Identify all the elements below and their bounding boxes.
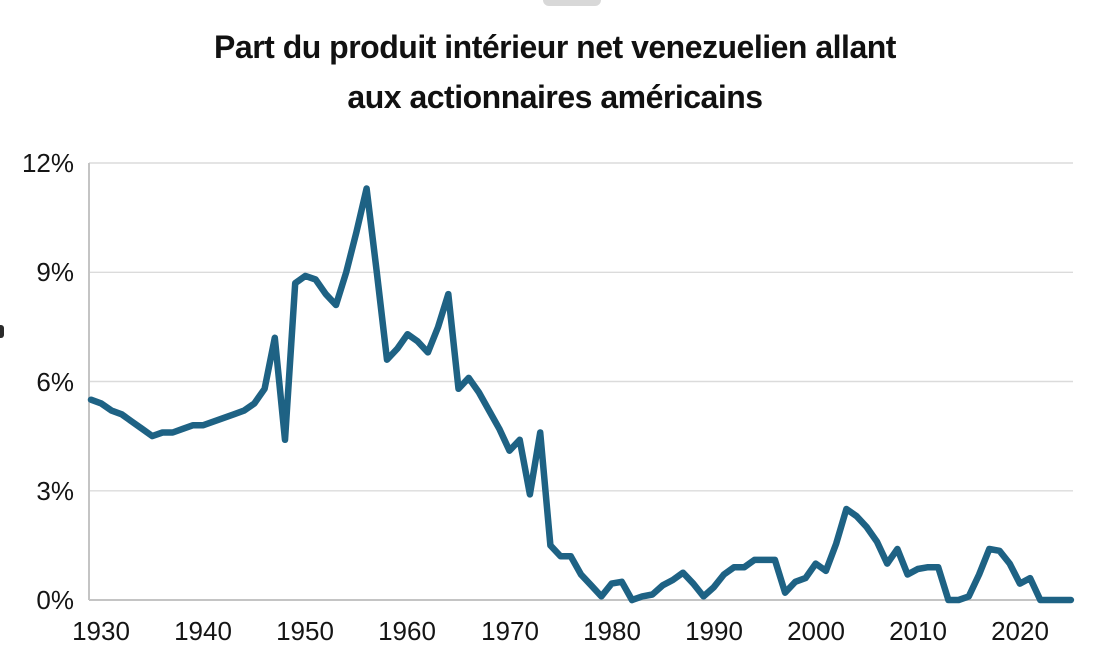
y-tick-label: 0% (36, 585, 74, 615)
x-tick-label: 2020 (991, 616, 1049, 646)
chart-title: Part du produit intérieur net venezuelie… (0, 22, 1110, 122)
chart-title-line2: aux actionnaires américains (347, 79, 763, 115)
x-tick-label: 1940 (174, 616, 232, 646)
y-tick-label: 9% (36, 257, 74, 287)
y-tick-label: 12% (21, 148, 74, 178)
x-tick-label: 1960 (378, 616, 436, 646)
us-shareholders-share-line (87, 185, 1075, 604)
x-tick-label: 1980 (583, 616, 641, 646)
y-tick-label: 3% (36, 476, 74, 506)
x-tick-label: 1950 (276, 616, 334, 646)
y-tick-label: 6% (36, 367, 74, 397)
y-axis-title-fragment (0, 325, 4, 338)
x-tick-label: 2010 (889, 616, 947, 646)
x-tick-label: 1930 (72, 616, 130, 646)
x-tick-label: 1990 (685, 616, 743, 646)
x-tick-label: 1970 (481, 616, 539, 646)
window-puck-fragment (543, 0, 601, 6)
chart-title-line1: Part du produit intérieur net venezuelie… (214, 29, 896, 65)
x-tick-label: 2000 (787, 616, 845, 646)
